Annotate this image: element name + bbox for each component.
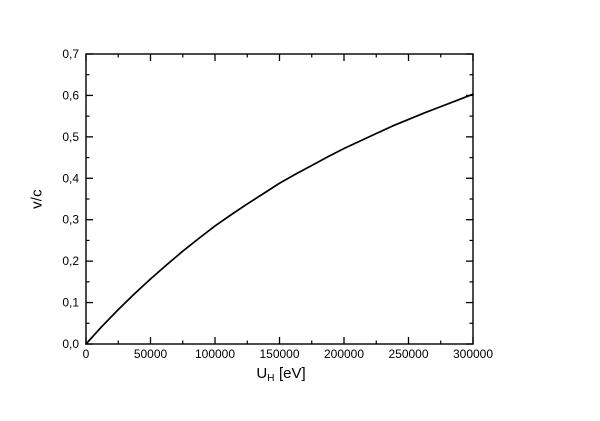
y-tick-label: 0,1 [62,296,79,310]
x-tick-label: 100000 [195,347,235,361]
x-axis-title-symbol: U [256,365,268,382]
plot-frame [85,53,474,345]
y-axis-title-text: v/c [28,189,46,209]
x-tick-label: 150000 [259,347,299,361]
y-tick-label: 0,3 [62,213,79,227]
y-tick-label: 0,4 [62,171,79,185]
y-tick-label: 0,5 [62,130,79,144]
x-tick-label: 200000 [324,347,364,361]
y-axis-title: v/c [29,189,46,209]
x-axis-title-unit: [eV] [278,365,306,382]
x-axis-title: UH [eV] [256,365,305,384]
y-tick-label: 0,0 [62,337,79,351]
y-tick-label: 0,7 [62,47,79,61]
x-axis-title-subscript: H [267,373,275,384]
y-tick-label: 0,2 [62,254,79,268]
data-curve [85,93,474,345]
y-tick-label: 0,6 [62,88,79,102]
x-tick-label: 300000 [453,347,493,361]
x-tick-label: 0 [83,347,90,361]
x-tick-label: 50000 [134,347,168,361]
x-tick-label: 250000 [388,347,428,361]
